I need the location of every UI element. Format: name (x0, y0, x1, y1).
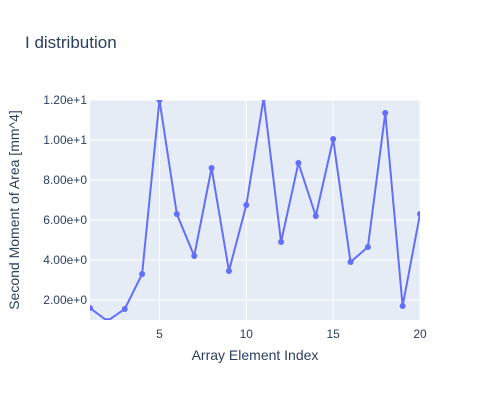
data-point[interactable] (347, 259, 354, 265)
data-point[interactable] (399, 303, 406, 309)
y-tick-label: 1.00e+1 (43, 133, 87, 147)
data-point[interactable] (382, 110, 389, 116)
data-point[interactable] (364, 244, 371, 250)
data-point[interactable] (173, 211, 180, 217)
y-tick-label: 4.00e+0 (43, 253, 87, 267)
x-tick-label: 10 (240, 327, 254, 341)
data-point[interactable] (243, 202, 250, 208)
x-axis-title: Array Element Index (192, 347, 319, 363)
data-point[interactable] (87, 305, 93, 311)
chart-title: I distribution (25, 33, 117, 52)
data-point[interactable] (295, 160, 302, 166)
data-point[interactable] (139, 271, 146, 277)
x-tick-label: 5 (156, 327, 163, 341)
y-tick-label: 1.20e+1 (43, 93, 87, 107)
series-line (90, 100, 420, 320)
data-point[interactable] (330, 136, 337, 142)
y-tick-label: 2.00e+0 (43, 293, 87, 307)
x-axis-ticks: 5 10 15 20 (156, 327, 427, 341)
data-points (87, 95, 423, 324)
plot-area (90, 100, 420, 320)
data-point[interactable] (208, 165, 215, 171)
data-point[interactable] (278, 239, 285, 245)
data-point[interactable] (156, 97, 163, 103)
x-tick-label: 15 (326, 327, 340, 341)
x-tick-label: 20 (413, 327, 427, 341)
data-point[interactable] (225, 268, 232, 274)
y-tick-label: 6.00e+0 (43, 213, 87, 227)
data-point[interactable] (191, 253, 198, 259)
y-axis-title: Second Moment of Area [mm^4] (6, 110, 22, 310)
data-point[interactable] (417, 211, 423, 217)
data-point[interactable] (261, 95, 267, 101)
y-axis-ticks: 2.00e+0 4.00e+0 6.00e+0 8.00e+0 1.00e+1 1.20e… (43, 93, 87, 307)
y-tick-label: 8.00e+0 (43, 173, 87, 187)
data-point[interactable] (121, 306, 128, 312)
data-point[interactable] (104, 318, 111, 324)
data-point[interactable] (312, 213, 319, 219)
grid (90, 99, 421, 320)
